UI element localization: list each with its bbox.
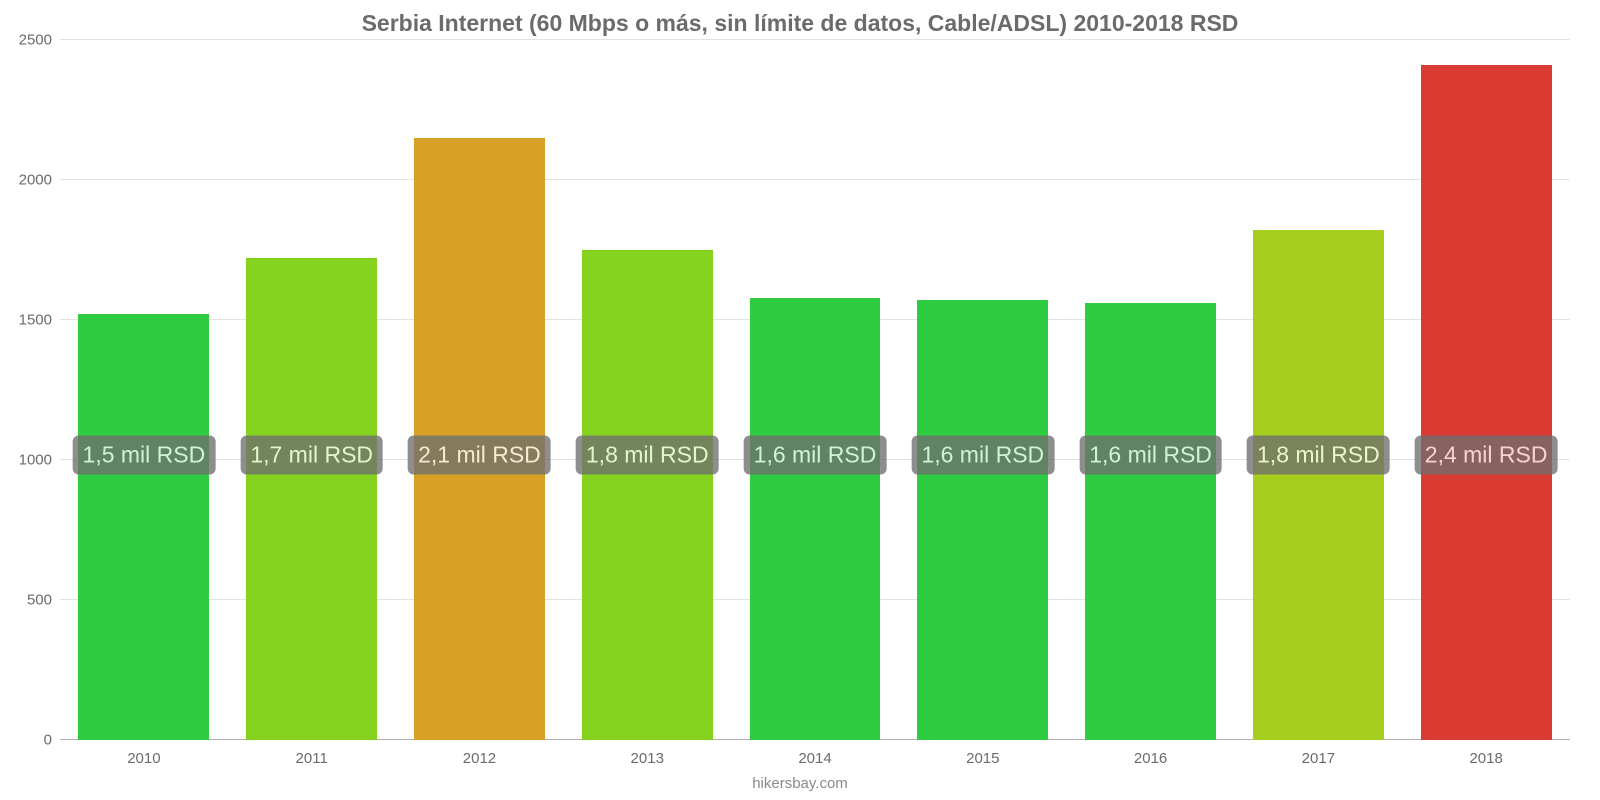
y-tick-label: 0 [44, 732, 52, 749]
bar-value-label: 2,4 mil RSD [1415, 435, 1558, 474]
bar-value-label: 1,6 mil RSD [744, 435, 887, 474]
bar-slot: 1,8 mil RSD2013 [563, 40, 731, 740]
chart-title: Serbia Internet (60 Mbps o más, sin lími… [0, 10, 1600, 37]
x-tick-label: 2017 [1302, 750, 1335, 767]
y-tick-label: 1000 [19, 452, 52, 469]
x-tick-label: 2016 [1134, 750, 1167, 767]
bar-slot: 1,6 mil RSD2015 [899, 40, 1067, 740]
bar-value-label: 2,1 mil RSD [408, 435, 551, 474]
bar [750, 298, 881, 740]
x-tick-label: 2018 [1469, 750, 1502, 767]
y-tick-label: 1500 [19, 312, 52, 329]
bar [582, 250, 713, 740]
y-tick-label: 2000 [19, 172, 52, 189]
x-tick-label: 2012 [463, 750, 496, 767]
y-tick-label: 500 [27, 592, 52, 609]
bar-slot: 1,6 mil RSD2014 [731, 40, 899, 740]
bar [1253, 230, 1384, 740]
bar-slot: 2,4 mil RSD2018 [1402, 40, 1570, 740]
x-tick-label: 2015 [966, 750, 999, 767]
bar [246, 258, 377, 740]
x-tick-label: 2014 [798, 750, 831, 767]
bar [78, 314, 209, 740]
attribution: hikersbay.com [0, 775, 1600, 792]
bar-value-label: 1,8 mil RSD [576, 435, 719, 474]
bar-slot: 1,6 mil RSD2016 [1067, 40, 1235, 740]
x-tick-label: 2011 [296, 750, 328, 767]
x-tick-label: 2013 [631, 750, 664, 767]
bar [917, 300, 1048, 740]
bar-slot: 1,8 mil RSD2017 [1234, 40, 1402, 740]
bar-value-label: 1,6 mil RSD [911, 435, 1054, 474]
x-tick-label: 2010 [127, 750, 160, 767]
plot-area: 050010001500200025001,5 mil RSD20101,7 m… [60, 40, 1570, 740]
bar-slot: 1,5 mil RSD2010 [60, 40, 228, 740]
bar-value-label: 1,6 mil RSD [1079, 435, 1222, 474]
bar-value-label: 1,8 mil RSD [1247, 435, 1390, 474]
bar-slot: 2,1 mil RSD2012 [396, 40, 564, 740]
bar [1085, 303, 1216, 740]
y-tick-label: 2500 [19, 32, 52, 49]
bar-value-label: 1,7 mil RSD [240, 435, 383, 474]
bar-slot: 1,7 mil RSD2011 [228, 40, 396, 740]
bar-value-label: 1,5 mil RSD [73, 435, 216, 474]
bar [1421, 65, 1552, 740]
bars-container: 1,5 mil RSD20101,7 mil RSD20112,1 mil RS… [60, 40, 1570, 740]
